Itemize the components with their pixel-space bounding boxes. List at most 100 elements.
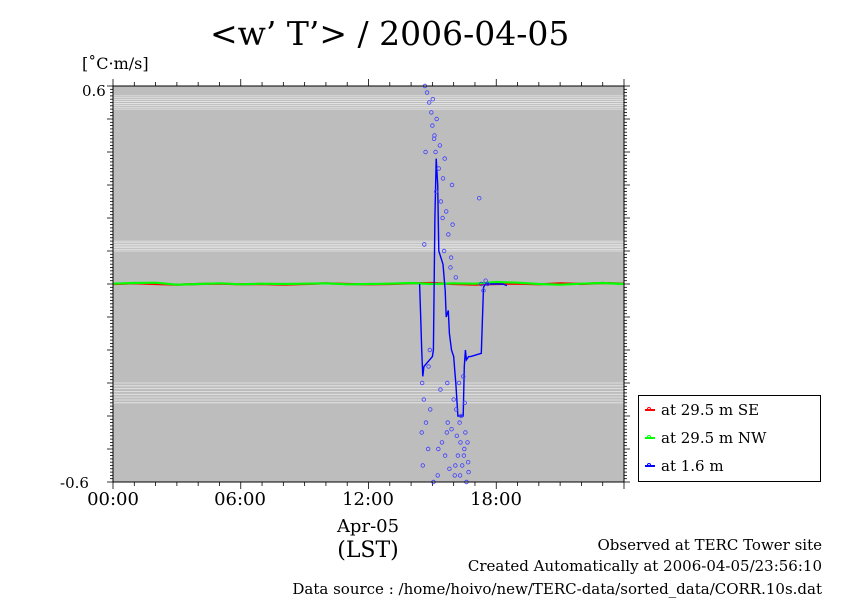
series-line-at-1-6-m (418, 158, 508, 417)
series-lines (112, 158, 625, 417)
x-tick-label-1800: 18:00 (470, 489, 522, 510)
scatter-point (450, 222, 455, 227)
scatter-point (428, 407, 433, 412)
scatter-point (438, 387, 443, 392)
legend-label: at 1.6 m (661, 457, 724, 475)
scatter-point (419, 430, 424, 435)
scatter-point (431, 136, 437, 141)
scatter-point (457, 473, 463, 478)
legend-label: at 29.5 m SE (661, 401, 760, 419)
scatter-point (466, 469, 471, 475)
scatter-point (453, 275, 458, 280)
scatter-point (452, 473, 457, 478)
scatter-point (462, 400, 467, 405)
scatter-point (483, 278, 488, 283)
footer-observed-at: Observed at TERC Tower site (597, 536, 822, 554)
scatter-point (465, 460, 471, 465)
scatter-point (458, 440, 463, 445)
scatter-point (455, 453, 461, 458)
series-line-at-29-5-m-nw (112, 280, 625, 286)
scatter-point (421, 397, 427, 402)
scatter-point (433, 149, 438, 155)
scatter-point (479, 281, 484, 287)
scatter-point (439, 440, 445, 445)
grid-lines (113, 95, 624, 404)
legend-swatch-blue (645, 463, 655, 467)
scatter-point (445, 420, 450, 425)
scatter-point (444, 430, 450, 435)
scatter-point (438, 199, 444, 204)
scatter-point (485, 281, 490, 287)
scatter-point (422, 242, 427, 247)
scatter-point (453, 463, 458, 468)
scatter-point (427, 347, 433, 353)
scatter-point (430, 123, 435, 128)
scatter-point (426, 100, 432, 105)
scatter-point (462, 446, 467, 452)
scatter-point (430, 96, 436, 102)
scatter-point (429, 110, 434, 115)
scatter-point (481, 288, 486, 293)
scatter-point (463, 430, 468, 435)
legend-label: at 29.5 m NW (661, 429, 767, 447)
footer-created-at: Created Automatically at 2006-04-05/23:5… (467, 557, 822, 575)
scatter-point (454, 433, 460, 438)
scatter-point (449, 182, 455, 188)
scatter-point (440, 215, 445, 221)
scatter-point (457, 420, 462, 425)
scatter-point (458, 413, 464, 419)
scatter-point (437, 143, 443, 148)
scatter-point (444, 209, 449, 214)
scatter-point (449, 427, 454, 432)
y-tick-label-bottom: -0.6 (60, 474, 89, 492)
scatter-point (461, 374, 466, 379)
scatter-point (425, 446, 431, 452)
legend: at 29.5 m SE at 29.5 m NW at 1.6 m (638, 395, 821, 482)
legend-item-29-5m-se: at 29.5 m SE (645, 400, 759, 420)
scatter-point (442, 453, 448, 458)
scatter-point (424, 90, 430, 95)
scatter-point (456, 380, 462, 386)
x-tick-label-0600: 06:00 (214, 489, 266, 510)
scatter-point (448, 255, 454, 260)
scatter-point (461, 453, 467, 458)
x-axis-label: (LST) (337, 538, 399, 563)
scatter-point (420, 463, 425, 468)
scatter-point (447, 466, 452, 471)
scatter-point (440, 176, 446, 181)
scatter-point (477, 195, 482, 201)
x-tick-label-0000: 00:00 (87, 489, 139, 510)
scatter-point (434, 189, 439, 194)
scatter-points (419, 83, 490, 485)
scatter-point (436, 166, 441, 171)
scatter-point (451, 397, 456, 402)
legend-swatch-red (645, 407, 655, 411)
legend-item-29-5m-nw: at 29.5 m NW (645, 428, 766, 448)
scatter-point (465, 440, 470, 445)
chart-title: <w’ T’> / 2006-04-05 (210, 14, 570, 53)
legend-swatch-green (645, 435, 655, 439)
legend-item-1-6m: at 1.6 m (645, 456, 724, 476)
scatter-point (434, 116, 439, 122)
scatter-point (423, 149, 428, 155)
scatter-point (446, 232, 451, 237)
scatter-point (448, 265, 453, 270)
scatter-point (419, 380, 425, 386)
scatter-point (454, 407, 459, 412)
scatter-point (445, 380, 450, 386)
scatter-point (426, 364, 431, 369)
scatter-point (441, 248, 447, 254)
plot-frame (112, 85, 625, 483)
scatter-point (423, 420, 429, 425)
scatter-point (459, 463, 465, 468)
footer-data-source: Data source : /home/hoivo/new/TERC-data/… (292, 580, 822, 598)
x-axis-ticks (112, 79, 625, 489)
y-axis-unit: [˚C·m/s] (82, 54, 149, 73)
x-date-label: Apr-05 (336, 516, 400, 537)
scatter-point (436, 446, 441, 452)
y-tick-label-top: 0.6 (82, 82, 106, 100)
x-tick-label-1200: 12:00 (342, 489, 394, 510)
scatter-point (435, 473, 440, 478)
scatter-point (442, 156, 447, 161)
